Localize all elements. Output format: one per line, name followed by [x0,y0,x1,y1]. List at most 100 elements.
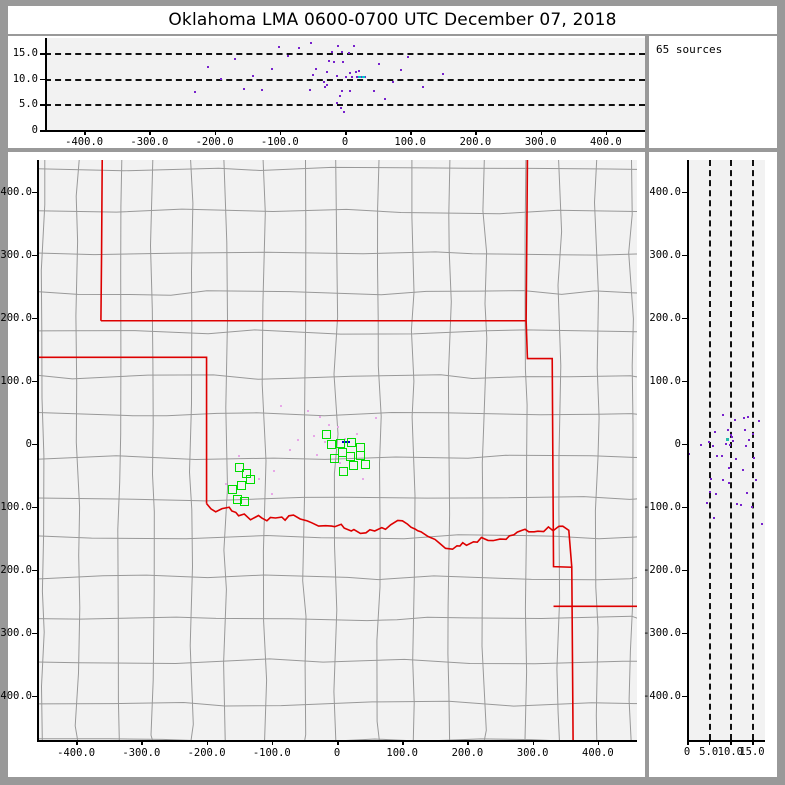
x-tick-mark [271,740,274,745]
lma-station-marker[interactable] [233,494,243,504]
source-point [751,432,754,435]
y-tick-label: 200.0 [649,311,681,324]
x-tick-label: 200.0 [459,136,492,148]
x-tick-label: 100.0 [394,136,426,148]
county-boundary [223,160,229,740]
y-tick-label: -200.0 [0,563,32,576]
county-boundary [37,454,637,461]
x-tick-mark [141,740,143,745]
lma-station-marker[interactable] [239,497,249,507]
source-point [260,88,263,91]
x-tick-mark [279,130,282,135]
y-tick-label: -400.0 [643,689,681,702]
lma-station-marker[interactable] [329,454,339,464]
x-tick-mark [206,740,209,745]
lma-station-marker[interactable] [355,442,365,452]
y-tick-mark [40,78,45,81]
lma-station-marker[interactable] [234,463,244,473]
x-tick-label: 200.0 [451,747,484,759]
highlighted-source-point [345,441,351,444]
y-tick-mark [682,506,687,509]
x-tick-mark [687,740,689,745]
source-point [720,454,723,457]
source-point [328,60,331,62]
x-tick-label: 300.0 [524,136,557,148]
lma-station-marker[interactable] [336,438,346,448]
source-point [422,85,425,88]
source-point [341,51,344,54]
y-tick-label: -300.0 [643,626,681,639]
x-tick-label: 0 [683,746,691,758]
lma-station-marker[interactable] [345,451,355,461]
y-tick-label: 300.0 [649,248,681,261]
county-boundary [524,160,528,740]
source-point [733,418,736,421]
y-tick-mark [32,443,37,446]
lma-station-marker[interactable] [246,474,256,484]
highlighted-source-point [341,441,347,444]
source-point [400,69,403,72]
lma-station-marker[interactable] [228,484,238,494]
y-tick-label: -400.0 [0,689,32,702]
lma-station-marker[interactable] [339,466,349,476]
source-point [340,106,343,109]
y-tick-mark [32,254,37,257]
county-boundary [37,208,637,215]
source-point [298,46,301,49]
source-point [747,416,750,419]
x-tick-label: 5.0 [699,746,719,758]
lma-station-marker[interactable] [346,437,356,447]
source-point [338,95,341,98]
source-point [296,438,299,441]
source-point [225,483,228,486]
source-point [349,71,352,74]
gridline-vertical [708,160,711,740]
source-point [325,70,328,73]
plan-view-map-plotarea[interactable] [37,160,637,740]
source-point [342,110,345,113]
source-point [731,439,734,442]
lma-station-marker[interactable] [327,440,337,450]
source-point [355,71,358,74]
source-point [742,469,745,472]
source-point [326,83,329,86]
source-point [337,426,340,429]
x-tick-label: -400.0 [65,136,104,148]
altitude-vs-east-plotarea[interactable] [45,38,645,130]
state-boundary-kansas [100,160,529,322]
source-point [748,438,751,441]
source-point [722,479,725,482]
source-point [323,80,326,83]
county-boundary [376,160,382,740]
y-tick-label: -200.0 [643,563,681,576]
y-tick-label: 10.0 [12,72,38,85]
y-axis-line [37,160,39,740]
lma-station-marker[interactable] [349,460,359,470]
source-point [324,85,327,88]
y-tick-mark [40,53,45,55]
x-tick-label: -300.0 [130,136,169,148]
x-tick-mark [337,740,339,745]
y-tick-mark [32,695,37,698]
source-point [315,67,318,70]
source-point [726,428,729,431]
source-point [207,66,210,69]
highlighted-source-point [358,75,362,78]
y-tick-label: -100.0 [0,500,32,513]
source-point [687,452,690,455]
x-tick-mark [730,740,732,745]
y-tick-mark [32,506,37,509]
source-point [727,466,730,469]
source-point [441,73,444,76]
lma-station-marker[interactable] [241,469,251,479]
y-tick-mark [682,191,687,194]
x-tick-mark [402,740,404,745]
x-tick-label: -200.0 [195,136,234,148]
source-point [705,501,708,504]
altitude-vs-north-plotarea[interactable] [687,160,765,740]
lma-station-marker[interactable] [236,480,246,490]
source-point [312,74,315,77]
lma-station-marker[interactable] [322,429,332,439]
y-tick-label: 400.0 [0,185,32,198]
lma-station-marker[interactable] [361,460,371,469]
